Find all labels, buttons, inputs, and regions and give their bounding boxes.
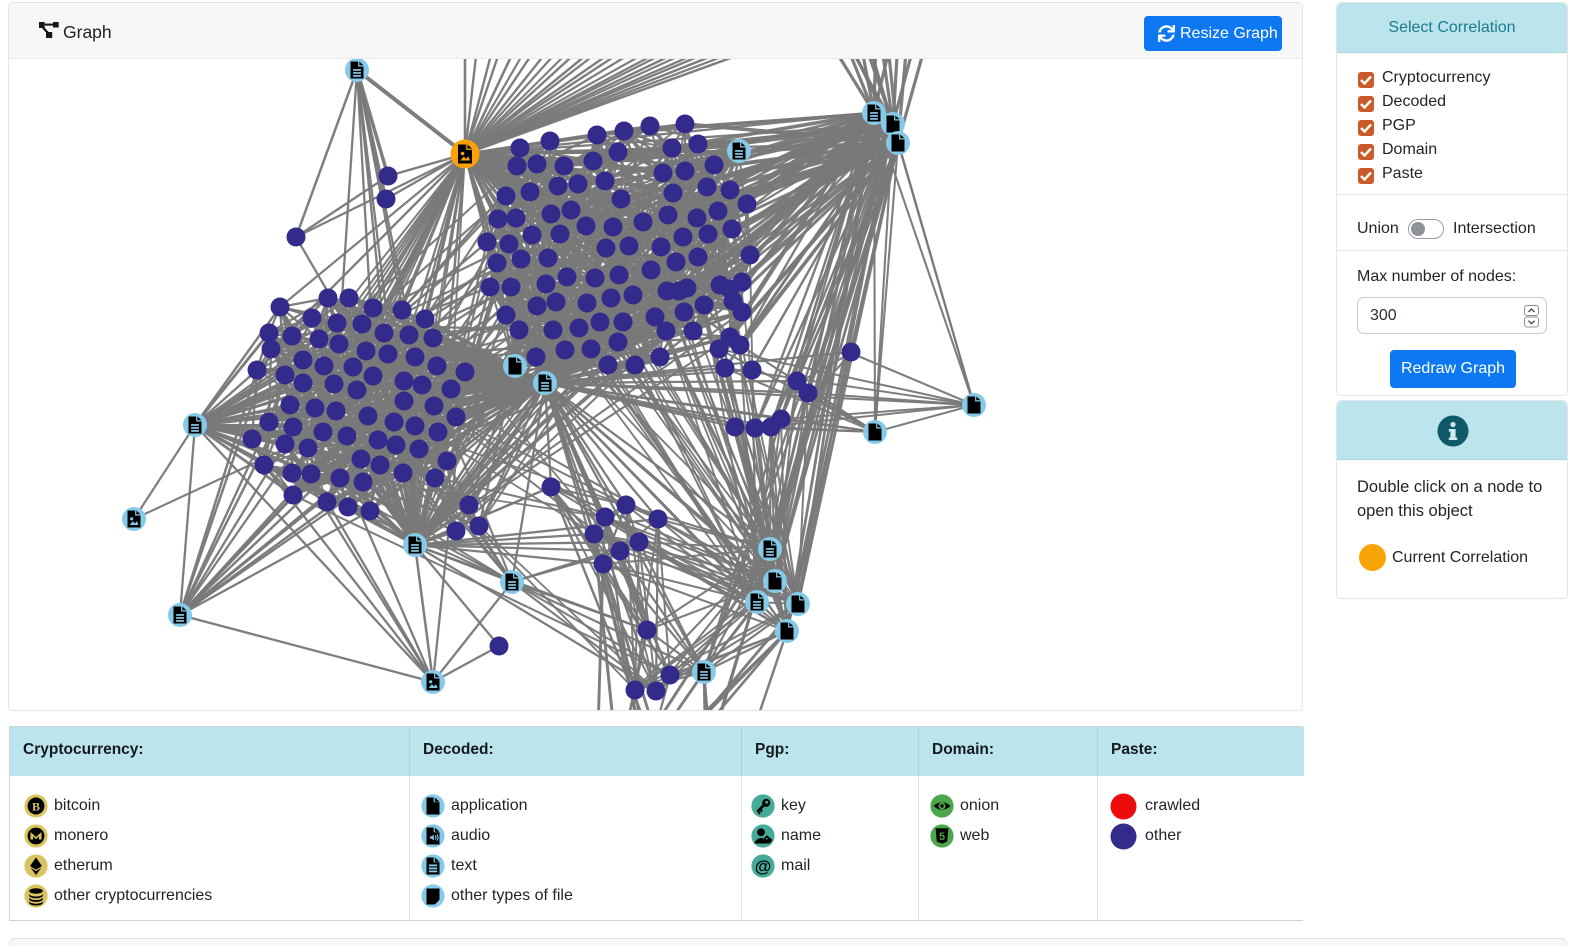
svg-text:@: @ — [755, 857, 772, 876]
svg-text:B: B — [32, 799, 40, 813]
svg-text:5: 5 — [939, 831, 945, 843]
